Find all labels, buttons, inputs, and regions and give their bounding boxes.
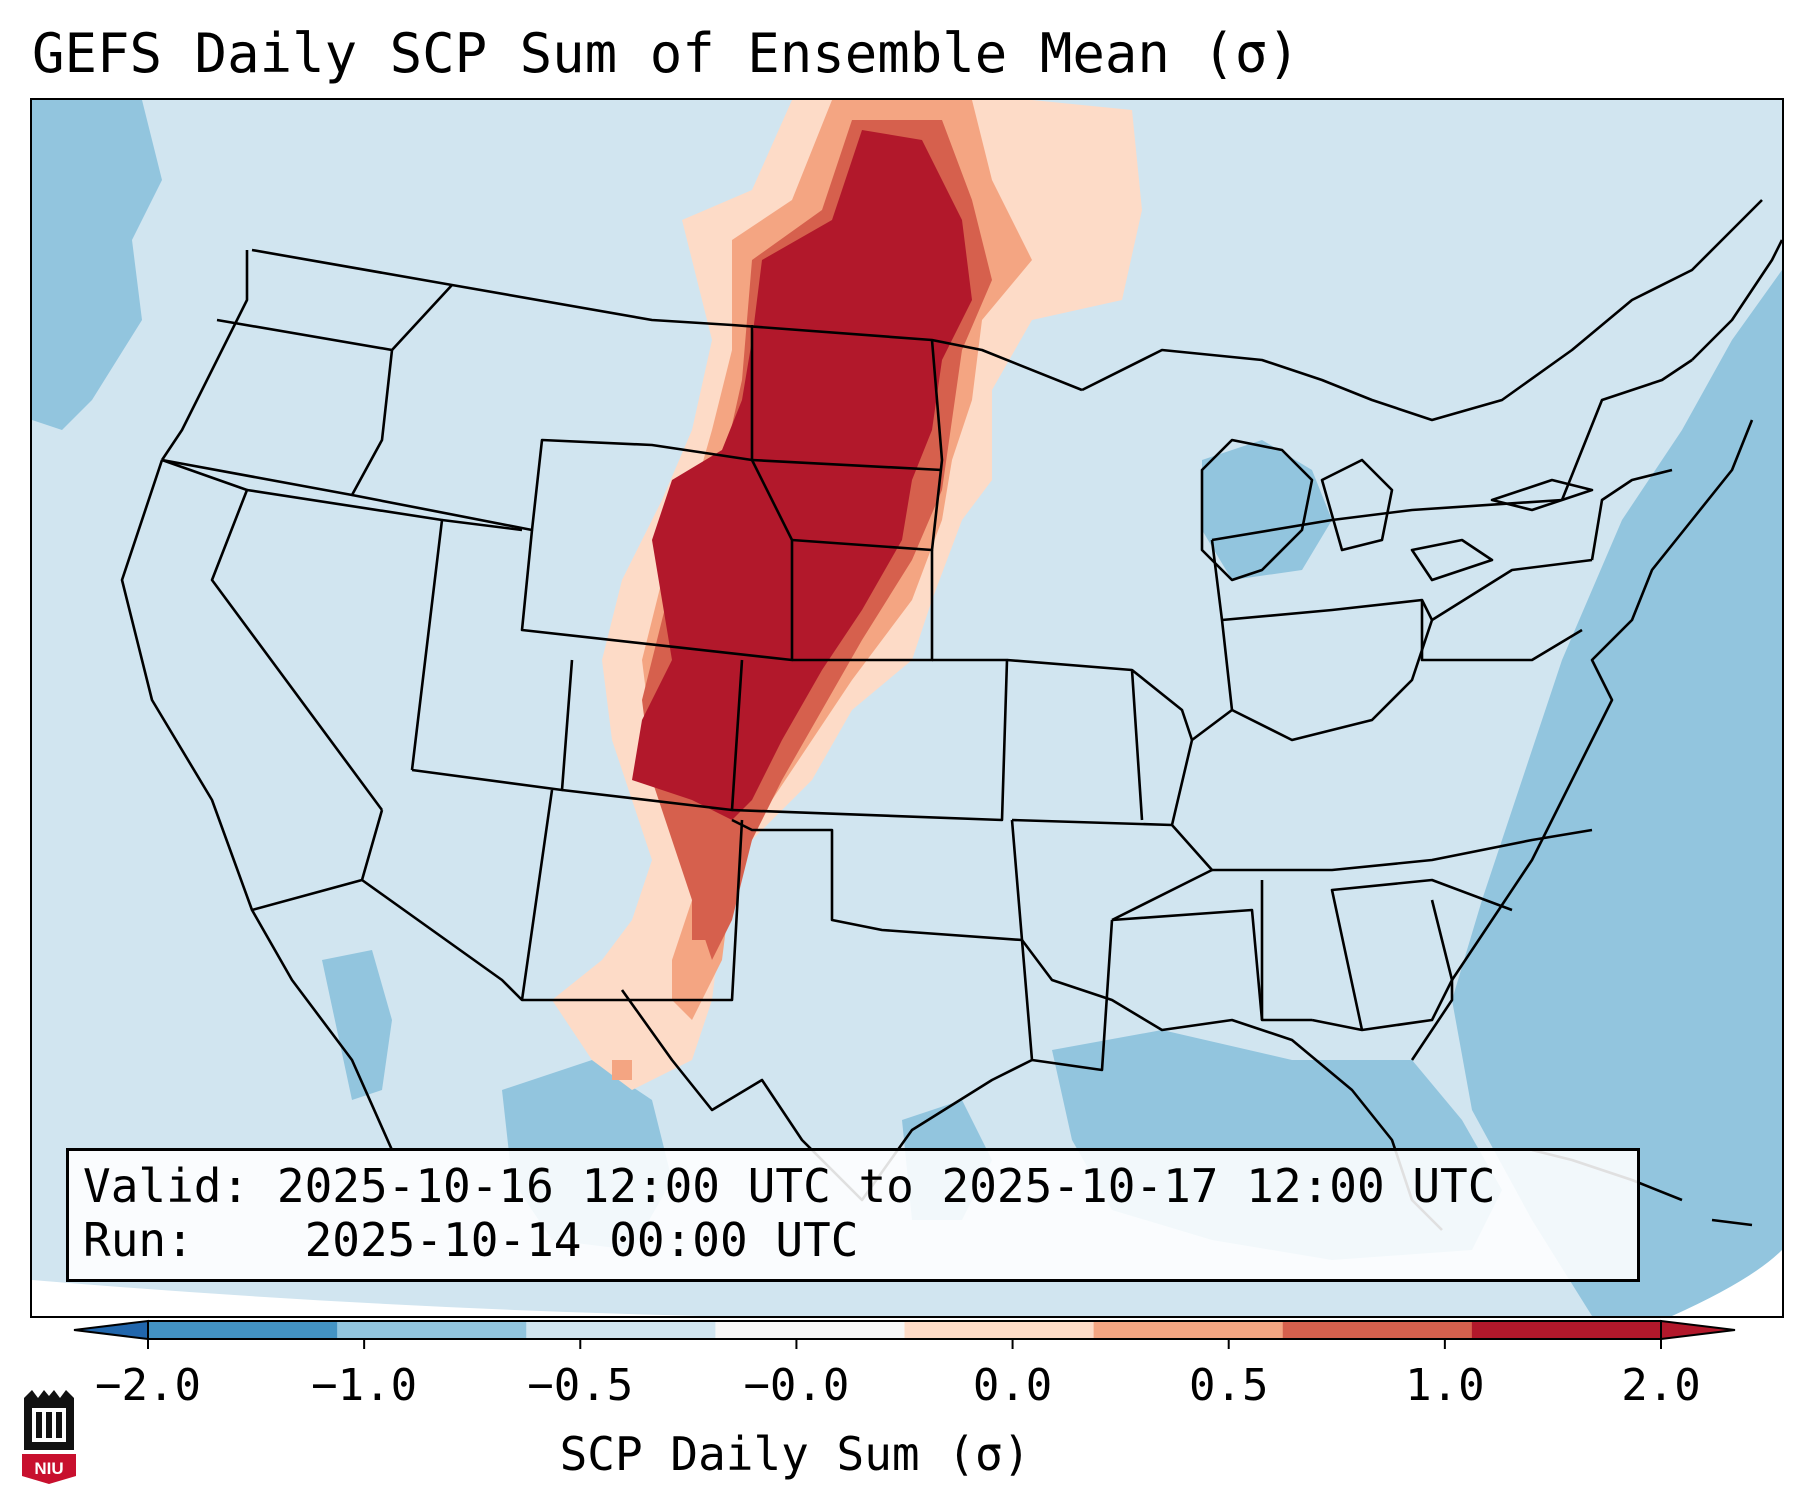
valid-value: 2025-10-16 12:00 UTC to 2025-10-17 12:00…: [276, 1159, 1496, 1213]
colorbar: −2.0 −1.0 −0.5 −0.0 0.0 0.5 1.0 2.0: [73, 1319, 1736, 1411]
map-title: GEFS Daily SCP Sum of Ensemble Mean (σ): [32, 22, 1300, 85]
colorbar-segment: [715, 1321, 905, 1339]
scp-patch: [612, 1060, 632, 1080]
colorbar-tick-label: 0.0: [973, 1360, 1052, 1411]
state-borders: [120, 199, 1782, 1231]
southwest-corner-shade: [32, 1280, 1212, 1316]
colorbar-tick-label: −2.0: [95, 1360, 201, 1411]
scp-contour-over-2.0: [632, 130, 972, 820]
colorbar-tick-label: 1.0: [1405, 1360, 1484, 1411]
colorbar-tick-label: 0.5: [1189, 1360, 1268, 1411]
niu-logo: NIU: [22, 1390, 76, 1484]
southeast-corner-shade: [1672, 1250, 1782, 1316]
colorbar-segment: [337, 1321, 527, 1339]
great-lakes-shade: [1202, 440, 1332, 580]
colorbar-segment: [526, 1321, 716, 1339]
scp-patch: [692, 900, 722, 940]
colorbar-segment: [148, 1321, 338, 1339]
colorbar-segment: [904, 1321, 1095, 1339]
run-line: Run: 2025-10-14 00:00 UTC: [83, 1213, 858, 1267]
colorbar-tick-label: −1.0: [311, 1360, 417, 1411]
baja-shade: [322, 950, 392, 1100]
valid-run-info-box: Valid: 2025-10-16 12:00 UTC to 2025-10-1…: [66, 1148, 1640, 1282]
colorbar-tick-label: 2.0: [1621, 1360, 1700, 1411]
atlantic-ocean-shade: [1452, 270, 1782, 1316]
pacific-ocean-shade: [32, 100, 162, 430]
map-panel: [30, 98, 1784, 1318]
colorbar-extend-low: [73, 1319, 149, 1341]
colorbar-extend-high: [1660, 1319, 1736, 1341]
run-value: 2025-10-14 00:00 UTC: [304, 1213, 859, 1267]
valid-line: Valid: 2025-10-16 12:00 UTC to 2025-10-1…: [83, 1159, 1495, 1213]
valid-label: Valid:: [83, 1159, 250, 1213]
colorbar-label: SCP Daily Sum (σ): [559, 1427, 1031, 1481]
colorbar-tick-label: −0.0: [743, 1360, 849, 1411]
niu-logo-text: NIU: [34, 1459, 63, 1478]
colorbar-segment: [1282, 1321, 1473, 1339]
colorbar-tick-label: −0.5: [527, 1360, 633, 1411]
colorbar-segment: [1093, 1321, 1284, 1339]
colorbar-outline: [147, 1320, 1662, 1340]
run-label: Run:: [83, 1213, 194, 1267]
colorbar-segment: [1471, 1321, 1662, 1339]
